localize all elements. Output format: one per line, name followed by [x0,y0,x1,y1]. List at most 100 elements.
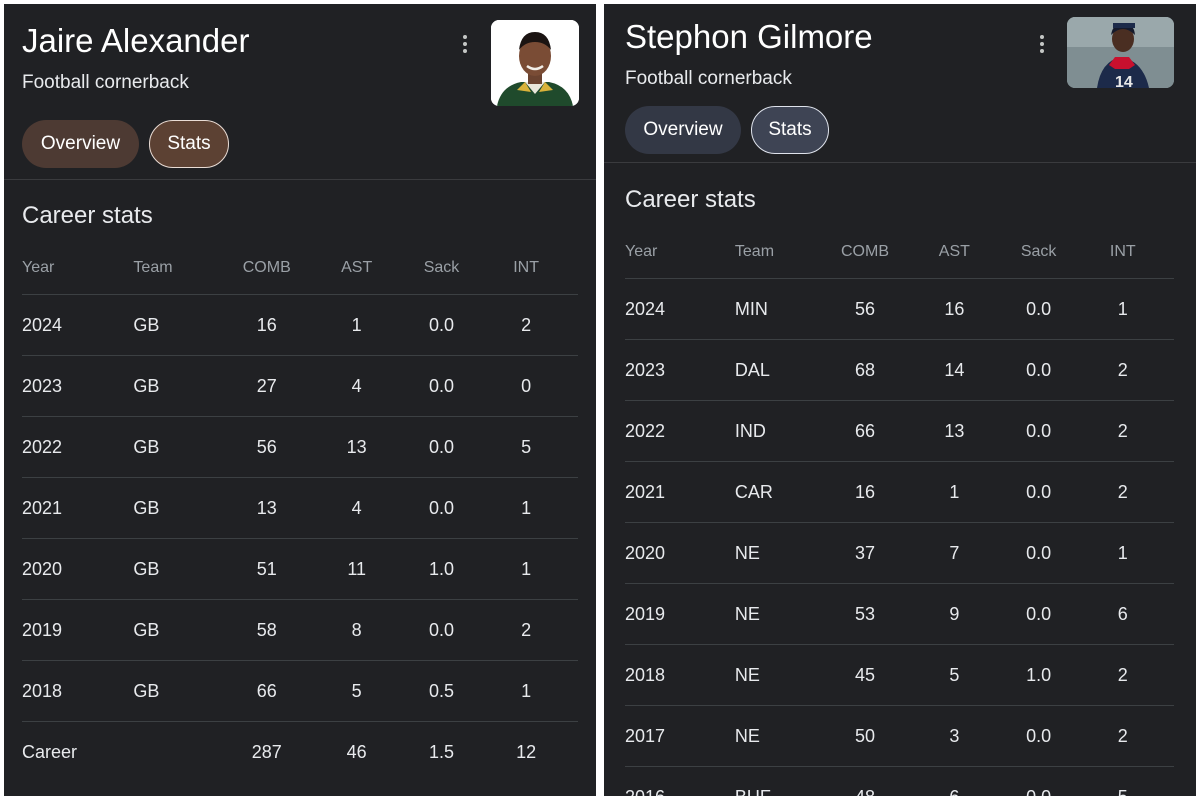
table-row: 2017 NE 50 3 0.0 2 [625,705,1174,767]
section-title: Career stats [22,202,153,229]
cell-year: 2018 [625,644,735,706]
team-link[interactable]: NE [734,644,828,706]
cell-comb: 45 [827,644,903,706]
player-photo[interactable] [491,20,579,106]
card-header: Stephon Gilmore Football cornerback 14 O… [604,4,1196,163]
team-link[interactable]: NE [734,522,828,584]
cell-ast: 46 [346,741,367,762]
cell-ast: 5 [902,644,1006,706]
cell-year: 2017 [625,705,735,767]
player-photo-image: 14 [1067,17,1174,88]
table-header-row: Year Team COMB AST Sack INT [22,242,578,295]
cell-comb: 16 [228,294,305,356]
team-link[interactable]: GB [133,477,229,539]
cell-ast: 13 [304,416,409,478]
team-link[interactable]: GB [133,660,229,722]
table-row: 2018 GB 66 5 0.5 1 [22,660,578,722]
tab-overview[interactable]: Overview [625,106,741,154]
cell-sack: 1.0 [408,538,475,600]
player-name: Stephon Gilmore [625,18,873,55]
cell-ast: 14 [902,339,1006,401]
team-link[interactable]: GB [133,538,229,600]
cell-comb: 51 [228,538,305,600]
player-photo[interactable]: 14 [1067,17,1174,88]
team-link[interactable]: GB [133,294,229,356]
cell-sack: 0.0 [408,355,475,417]
cell-ast: 5 [304,660,409,722]
cell-sack: 0.0 [1005,705,1072,767]
cell-sack: 0.0 [408,599,475,661]
player-card-right: Stephon Gilmore Football cornerback 14 O… [604,4,1196,796]
player-photo-image [491,20,579,106]
cell-comb: 66 [827,400,903,462]
table-row: 2021 GB 13 4 0.0 1 [22,477,578,539]
tab-stats[interactable]: Stats [149,120,229,168]
table-row: 2022 IND 66 13 0.0 2 [625,400,1174,462]
cell-year: 2024 [22,294,134,356]
cell-year: 2021 [625,461,735,523]
cell-ast: 13 [902,400,1006,462]
team-link[interactable]: MIN [734,278,828,340]
table-row: 2020 NE 37 7 0.0 1 [625,522,1174,584]
cell-int: 2 [474,599,578,661]
column-header-ast: AST [304,242,409,295]
team-link[interactable]: CAR [734,461,828,523]
cell-ast: 4 [304,355,409,417]
career-total-row: Career 287 46 1.5 12 [22,722,578,783]
cell-sack: 0.0 [1005,461,1072,523]
cell-int: 1 [1071,278,1174,340]
team-link[interactable]: GB [133,599,229,661]
column-header-sack: Sack [1005,226,1072,279]
cell-comb: 56 [827,278,903,340]
cell-int: 2 [1071,644,1174,706]
cell-int: 1 [1071,522,1174,584]
cell-int: 1 [474,538,578,600]
cell-ast: 7 [902,522,1006,584]
cell-ast: 11 [304,538,409,600]
tab-overview[interactable]: Overview [22,120,139,168]
column-header-int: INT [474,242,578,295]
team-link[interactable]: DAL [734,339,828,401]
cell-comb: 66 [228,660,305,722]
team-link[interactable]: GB [133,416,229,478]
cell-year: 2023 [22,355,134,417]
cell-year: 2018 [22,660,134,722]
cell-year: 2020 [625,522,735,584]
table-row: 2018 NE 45 5 1.0 2 [625,644,1174,706]
column-header-team: Team [133,242,229,295]
team-link[interactable]: IND [734,400,828,462]
cell-int: 12 [516,741,537,762]
cell-comb: 37 [827,522,903,584]
cell-ast: 8 [304,599,409,661]
cell-year: 2022 [625,400,735,462]
cell-sack: 0.5 [408,660,475,722]
cell-sack: 0.0 [408,294,475,356]
table-row: 2016 BUF 48 6 0.0 5 [625,766,1174,796]
cell-team-empty [133,722,228,783]
team-link[interactable]: BUF [734,766,828,796]
cell-ast: 1 [304,294,409,356]
team-link[interactable]: NE [734,583,828,645]
team-link[interactable]: NE [734,705,828,767]
cell-comb: 50 [827,705,903,767]
tab-stats[interactable]: Stats [751,106,829,154]
cell-ast: 4 [304,477,409,539]
cell-year: 2019 [625,583,735,645]
cell-year: 2021 [22,477,134,539]
cell-ast: 3 [902,705,1006,767]
column-header-int: INT [1071,226,1174,279]
cell-ast: 6 [902,766,1006,796]
column-header-comb: COMB [228,242,305,295]
table-row: 2019 GB 58 8 0.0 2 [22,599,578,661]
cell-sack: 0.0 [1005,522,1072,584]
cell-comb: 68 [827,339,903,401]
cell-sack: 1.5 [428,741,454,762]
cell-year: 2019 [22,599,134,661]
player-subtitle: Football cornerback [625,68,792,89]
cell-int: 0 [474,355,578,417]
cell-int: 1 [474,660,578,722]
more-vert-icon[interactable] [1030,32,1054,56]
more-vert-icon[interactable] [453,32,477,56]
cell-year: 2024 [625,278,735,340]
team-link[interactable]: GB [133,355,229,417]
